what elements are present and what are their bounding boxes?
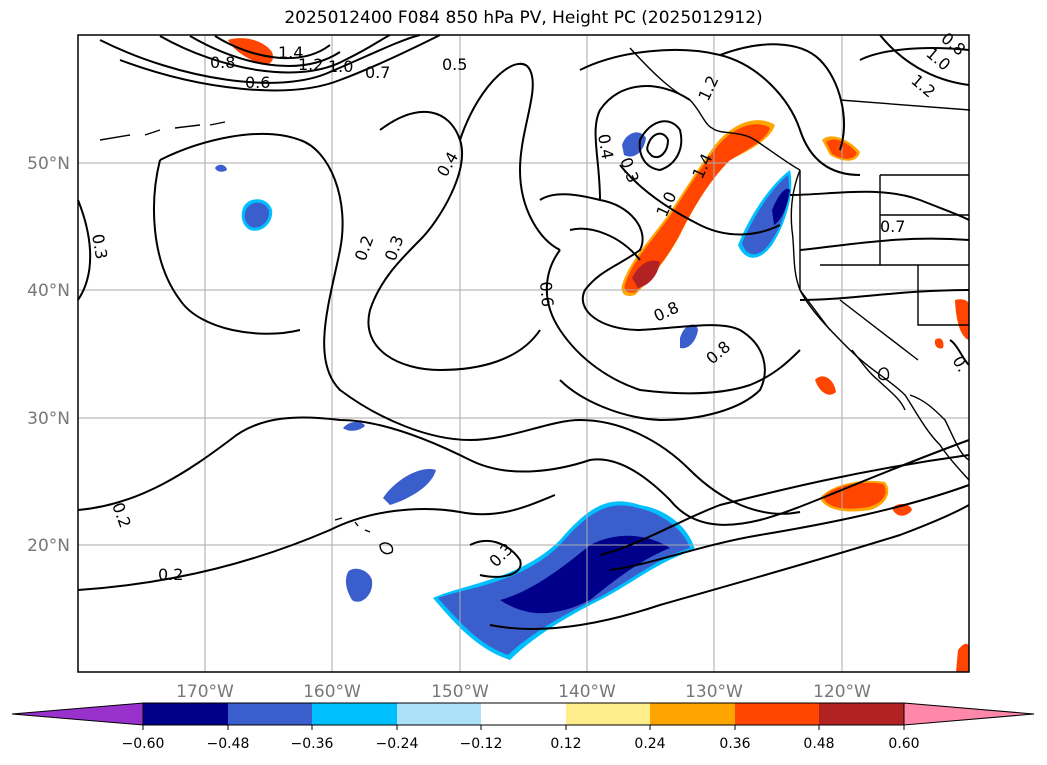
contour-label: 0.3 [88,232,111,260]
colorbar-segment [312,703,397,725]
colorbar-segment [735,703,819,725]
longitude-labels: 170°W 160°W 150°W 140°W 130°W 120°W [176,682,871,702]
colorbar-extend-low [11,702,144,726]
map-frame [77,34,970,673]
lat-label: 30°N [27,409,70,429]
contour-label: 0.6 [536,281,557,308]
blue-blob-hawaii [383,469,436,505]
positive-pv-shading [228,38,969,672]
lon-label: 140°W [558,682,616,702]
colorbar-tick-label: −0.60 [122,736,165,752]
colorbar-segment [228,703,312,725]
negative-pv-shading [215,132,792,660]
lat-label: 50°N [27,154,70,174]
lon-label: 170°W [176,682,234,702]
colorbar-segment [819,703,904,725]
colorbar-segment [650,703,735,725]
contour-label: 0.4 [594,132,617,160]
lat-label: 40°N [27,281,70,301]
colorbar-outline [142,702,905,726]
lon-label: 130°W [685,682,743,702]
colorbar-tick-label: 0.60 [888,736,919,752]
lon-label: 150°W [431,682,489,702]
contour-label: 0.8 [210,53,235,72]
colorbar-tick-label: −0.12 [460,736,503,752]
latitude-labels: 50°N 40°N 30°N 20°N [27,154,70,556]
colorbar-segment [397,703,481,725]
red-blob-north [228,38,274,65]
colorbar-segment [481,703,566,725]
colorbar-segment [566,703,650,725]
contour-label: 1.4 [278,43,303,62]
contour-label: 0.6 [245,73,270,92]
map-title: 2025012400 F084 850 hPa PV, Height PC (2… [284,8,763,28]
colorbar: −0.60 −0.48 −0.36 −0.24 −0.12 0.12 0.24 … [11,702,1035,752]
lon-label: 120°W [813,682,871,702]
colorbar-tick-label: −0.36 [291,736,334,752]
colorbar-tick-label: −0.48 [207,736,250,752]
colorbar-extend-high [903,702,1035,726]
contour-label: 0.7 [880,217,905,236]
contour-label: 1.0 [328,57,353,76]
colorbar-tick-label: 0.48 [803,736,834,752]
blue-blob-south [345,568,373,602]
contour-label: 0.5 [442,55,467,74]
colorbar-tick-label: 0.24 [634,736,665,752]
navy-core-subtropic [500,535,670,614]
lon-label: 160°W [303,682,361,702]
contour-label: 1.2 [298,55,323,74]
height-contours [77,34,970,630]
colorbar-tick-label: 0.36 [719,736,750,752]
colorbar-segment [143,703,228,725]
colorbar-tick-label: −0.24 [376,736,419,752]
contour-label: 0.2 [158,565,183,584]
contour-label: 0.7 [365,63,390,82]
colorbar-tick-label: 0.12 [550,736,581,752]
red-core-offshore [632,260,660,288]
coastlines [99,47,971,555]
lat-label: 20°N [27,536,70,556]
